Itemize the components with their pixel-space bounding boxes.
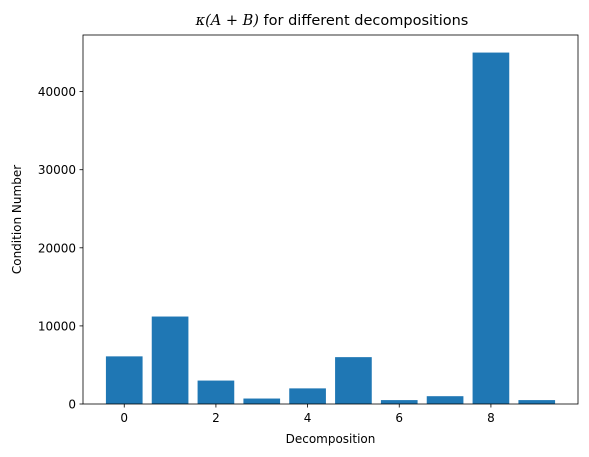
y-axis-ticks: 0 10000 20000 30000 40000 [38,85,83,412]
bar-0 [105,356,143,404]
y-tick-label-10000: 10000 [38,319,76,333]
bar-3 [243,398,281,404]
y-tick-label-40000: 40000 [38,85,76,99]
bars-group [105,52,556,404]
y-tick-label-20000: 20000 [38,241,76,255]
x-axis-ticks: 0 2 4 6 8 [120,404,495,425]
y-tick-label-30000: 30000 [38,163,76,177]
bar-9 [518,400,556,404]
bar-6 [380,400,418,404]
bar-5 [335,357,372,404]
x-tick-label-0: 0 [120,411,128,425]
bar-8 [472,52,510,404]
bar-4 [289,388,326,404]
x-tick-label-4: 4 [304,411,312,425]
y-tick-label-0: 0 [68,398,76,412]
x-axis-label: Decomposition [286,432,376,446]
bar-1 [151,316,189,404]
chart-title: κ(A + B) for different decompositions [195,13,469,29]
bar-2 [197,380,235,404]
title-rest: for different decompositions [259,13,468,29]
title-kappa: κ [195,13,206,29]
x-tick-label-6: 6 [395,411,403,425]
plot-frame [82,34,579,405]
title-math-arg: (A + B) [205,13,259,29]
x-tick-label-8: 8 [487,411,495,425]
bar-7 [426,396,464,404]
x-tick-label-2: 2 [212,411,220,425]
y-axis-label: Condition Number [10,165,24,274]
